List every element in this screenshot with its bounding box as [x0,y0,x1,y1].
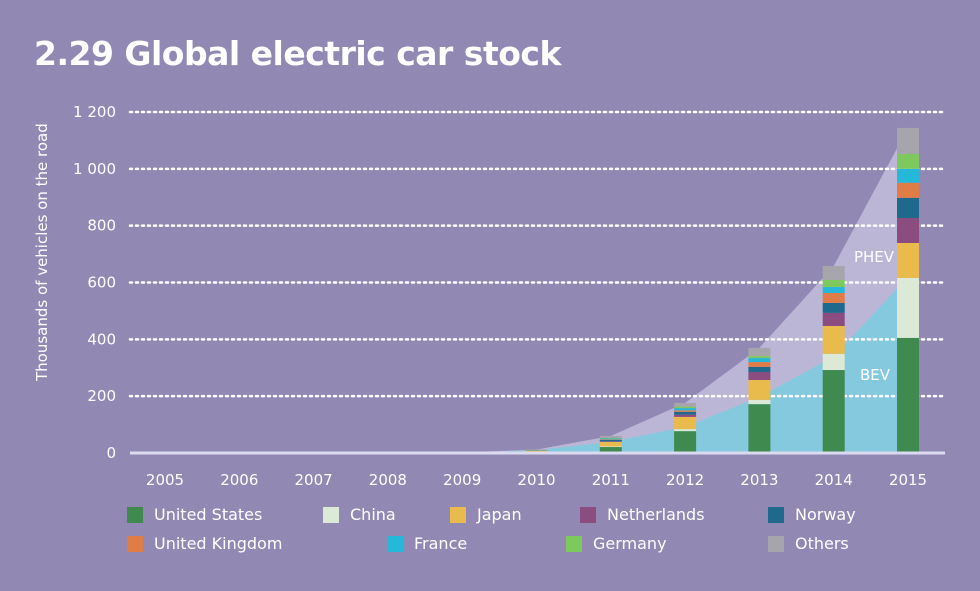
bar-segment-others-2014 [822,266,845,280]
legend-label: United Kingdom [154,534,283,553]
legend-item: France [387,534,467,553]
legend-label: Norway [795,505,856,524]
legend-label: Others [795,534,849,553]
bar-segment-norway-2013 [748,366,771,373]
bar-segment-france-2013 [748,358,771,363]
legend-label: Germany [593,534,667,553]
bar-segment-china-2014 [822,353,845,371]
legend-label: France [414,534,468,553]
legend-swatch [127,506,143,523]
legend-item: Others [768,534,849,553]
y-tick-label: 600 [87,274,116,292]
legend-swatch [323,506,339,523]
bar-segment-netherlands-2011 [599,441,622,442]
area-label-phev: PHEV [854,248,895,266]
bar-segment-netherlands-2012 [674,414,697,417]
x-tick-label: 2005 [146,471,184,489]
bar-segment-norway-2011 [599,439,622,442]
bar-segment-united-kingdom-2011 [599,439,622,440]
bar-segment-japan-2012 [674,416,697,430]
chart-plot: 0 200 400 600 800 1 000 1 200 2005 2006 2007 2008 2… [73,103,947,489]
x-tick-label: 2011 [592,471,630,489]
legend-item: United Kingdom [127,534,282,553]
bar-segment-japan-2010 [525,450,548,452]
legend-swatch [768,506,784,523]
x-tick-label: 2014 [815,471,853,489]
bar-segment-others-2013 [748,347,771,357]
legend-item: United States [127,505,262,524]
area-label-bev: BEV [860,366,891,384]
bar-segment-united-kingdom-2015 [897,182,919,198]
bar-segment-germany-2012 [674,406,697,409]
legend-swatch [566,535,582,552]
bar-segment-netherlands-2013 [748,372,771,380]
bar-segment-united-states-2015 [897,337,919,453]
legend-swatch [127,535,143,552]
bar-segment-japan-2014 [822,325,845,354]
bar-segment-netherlands-2014 [822,312,845,326]
bar-segment-united-states-2012 [674,431,697,453]
bar-segment-norway-2012 [674,411,697,415]
x-tick-label: 2013 [740,471,778,489]
legend-swatch [768,535,784,552]
bar-segment-china-2011 [599,446,622,448]
bar-segment-norway-2014 [822,302,845,313]
y-tick-label: 0 [106,444,116,462]
y-tick-label: 1 000 [73,160,116,178]
bar-segment-united-states-2011 [599,447,622,453]
bar-segment-united-states-2014 [822,370,845,453]
legend-item: Germany [566,534,667,553]
bar-segment-france-2015 [897,168,919,183]
bar-segment-china-2012 [674,429,697,432]
legend-item: China [323,505,396,524]
x-tick-label: 2009 [443,471,481,489]
bar-segment-germany-2014 [822,279,845,288]
x-tick-label: 2006 [220,471,258,489]
chart-title: 2.29 Global electric car stock [34,34,561,73]
bar-segment-japan-2015 [897,243,919,278]
bar-segment-united-kingdom-2013 [748,362,771,367]
bar-segment-france-2014 [822,287,845,294]
bar-segment-united-kingdom-2014 [822,293,845,303]
bar-segment-others-2015 [897,127,919,154]
legend-label: United States [154,505,263,524]
legend-label: China [350,505,396,524]
bar-segment-france-2012 [674,408,697,411]
legend-item: Norway [768,505,856,524]
legend-label: Japan [477,505,522,524]
bar-segment-united-states-2013 [748,404,771,453]
y-tick-label: 400 [87,330,116,348]
legend-swatch [387,535,403,552]
legend-label: Netherlands [607,505,705,524]
bar-segment-norway-2015 [897,197,919,218]
bar-segment-china-2015 [897,277,919,338]
bar-segment-germany-2015 [897,153,919,169]
y-tick-label: 200 [87,387,116,405]
bar-segment-germany-2011 [599,437,622,439]
y-tick-label: 800 [87,217,116,235]
bar-segment-united-kingdom-2012 [674,410,697,412]
legend-item: Netherlands [580,505,705,524]
legend-swatch [450,506,466,523]
legend-swatch [580,506,596,523]
bar-segment-japan-2011 [599,441,622,447]
bar-segment-germany-2013 [748,356,771,359]
x-tick-label: 2007 [295,471,333,489]
bar-segment-others-2011 [599,435,622,438]
bar-segment-china-2013 [748,399,771,405]
bar-segment-france-2011 [599,438,622,440]
bar-segment-others-2012 [674,402,697,407]
y-tick-label: 1 200 [73,103,116,121]
bar-segment-japan-2013 [748,379,771,400]
x-tick-label: 2010 [517,471,555,489]
x-tick-label: 2015 [889,471,927,489]
x-tick-label: 2012 [666,471,704,489]
legend-item: Japan [450,505,522,524]
bar-segment-netherlands-2015 [897,217,919,244]
x-tick-label: 2008 [369,471,407,489]
